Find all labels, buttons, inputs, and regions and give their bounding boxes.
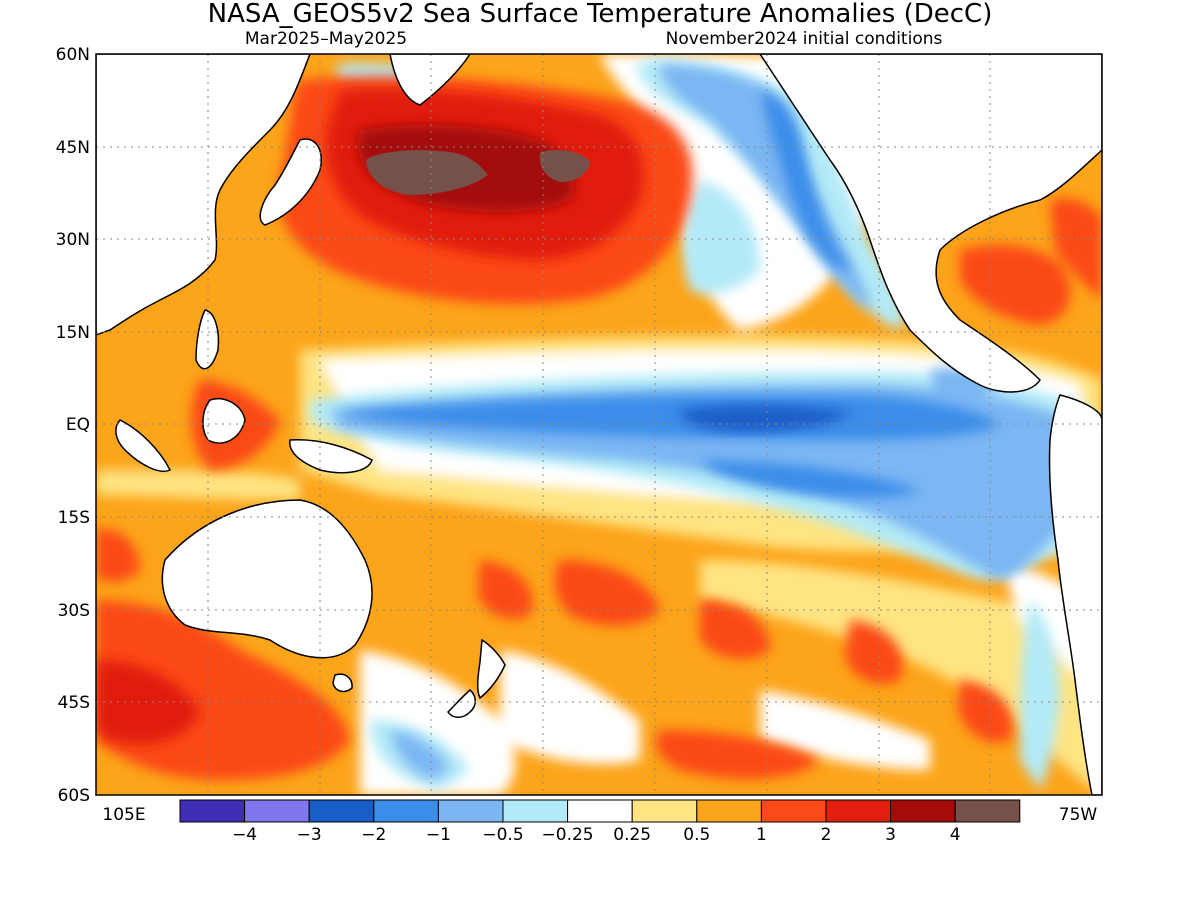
map-title: NASA_GEOS5v2 Sea Surface Temperature Ano… [208,0,993,29]
colorbar-swatch [696,799,762,823]
philippines-landmass [195,309,220,370]
colorbar-swatch [244,799,310,823]
lat-label: 60S [58,786,90,806]
colorbar: −4 −3 −2 −1 −0.5 −0.25 0.25 0.5 1 2 3 4 [179,799,1021,845]
lat-label: 30S [58,601,90,621]
colorbar-tick-label: 3 [885,825,896,845]
north-america-landmass [759,54,1102,393]
colorbar-tick-label: 0.25 [613,825,651,845]
colorbar-tick-label: −1 [426,825,451,845]
colorbar-swatch [567,799,633,823]
japan-landmass [259,138,322,226]
colorbar-tick-label: −2 [361,825,386,845]
colorbar-swatch [631,799,698,823]
colorbar-tick-label: −0.5 [482,825,523,845]
lat-label: 30N [56,230,90,250]
colorbar-swatch [825,799,892,823]
colorbar-swatch [502,799,569,823]
lat-label: 45N [56,138,90,158]
south-america-landmass [1048,394,1102,795]
colorbar-tick-label: 2 [821,825,832,845]
strong-cool-anomaly-zone [340,90,1000,498]
colorbar-swatch [437,799,504,823]
map-subtitle-period: Mar2025–May2025 [245,29,407,49]
land-masses [96,54,1102,795]
colorbar-swatch [890,799,956,823]
lat-label: EQ [66,415,90,435]
colorbar-tick-label: 1 [756,825,767,845]
very-strong-cool-anomaly-zone [680,404,850,432]
plot-frame [95,53,1103,796]
colorbar-swatch [760,799,827,823]
colorbar-tick-label: −4 [232,825,257,845]
colorbar-swatch [179,799,246,823]
lat-label: 45S [58,693,90,713]
borneo-landmass [202,398,246,444]
colorbar-tick-label: −0.25 [542,825,594,845]
lon-label-west: 105E [102,805,145,825]
anomaly-field [96,54,1102,795]
lon-label-east: 75W [1059,805,1098,825]
lat-label: 15S [58,508,90,528]
sumatra-landmass [115,419,172,472]
colorbar-tick-label: −3 [297,825,322,845]
new-zealand-north-island [476,638,506,700]
colorbar-swatch [308,799,375,823]
kamchatka-landmass [389,54,471,106]
map-subtitle-initial-conditions: November2024 initial conditions [666,29,943,49]
new-zealand-south-island [447,689,476,718]
map-gridlines [96,54,1102,795]
asia-landmass [96,54,311,336]
colorbar-swatch [954,799,1021,823]
colorbar-tick-label: 0.5 [683,825,710,845]
colorbar-tick-label: 4 [950,825,961,845]
lat-label: 15N [56,323,90,343]
lat-label: 60N [56,45,90,65]
tasmania-landmass [332,673,353,693]
new-guinea-landmass [289,439,373,474]
latitude-labels: 60N 45N 30N 15N EQ 15S 30S 45S 60S [56,45,90,806]
colorbar-swatch [373,799,439,823]
australia-landmass [161,499,373,659]
